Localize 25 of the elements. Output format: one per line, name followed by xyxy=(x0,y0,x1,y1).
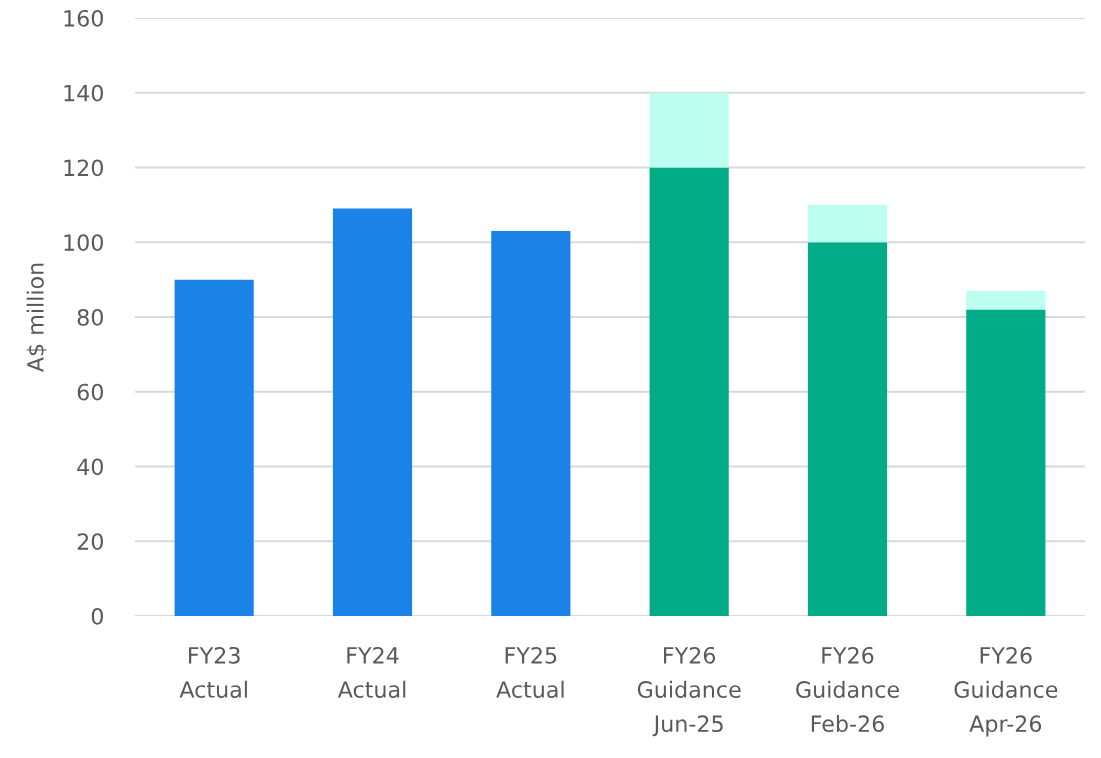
bar xyxy=(649,92,729,168)
bar xyxy=(807,242,888,616)
x-tick-label: FY26 Guidance Apr-26 xyxy=(954,646,1058,737)
bar xyxy=(966,309,1046,616)
bar xyxy=(332,208,413,616)
x-tick-label: FY25 Actual xyxy=(496,646,564,698)
y-tick-label: 0 xyxy=(91,607,103,625)
x-tick-label: FY26 Guidance Feb-26 xyxy=(796,646,899,733)
x-tick-label: FY23 Actual xyxy=(179,646,247,698)
y-tick-label: 100 xyxy=(64,234,103,252)
y-tick-label: 80 xyxy=(77,308,103,326)
bar xyxy=(649,167,729,616)
x-tick-label: FY24 Actual xyxy=(337,646,406,698)
bar xyxy=(966,290,1046,310)
y-tick-label: 140 xyxy=(64,84,103,102)
y-tick-label: 40 xyxy=(77,458,103,476)
bar xyxy=(174,279,254,616)
x-tick-label: FY26 Guidance Jun-25 xyxy=(637,646,741,737)
y-axis-title: A$ million xyxy=(26,263,47,373)
y-tick-label: 160 xyxy=(64,9,103,27)
y-tick-label: 20 xyxy=(77,533,103,551)
y-tick-label: 60 xyxy=(77,383,103,401)
bar xyxy=(491,231,571,616)
bar xyxy=(807,204,888,243)
y-tick-label: 120 xyxy=(64,159,103,177)
